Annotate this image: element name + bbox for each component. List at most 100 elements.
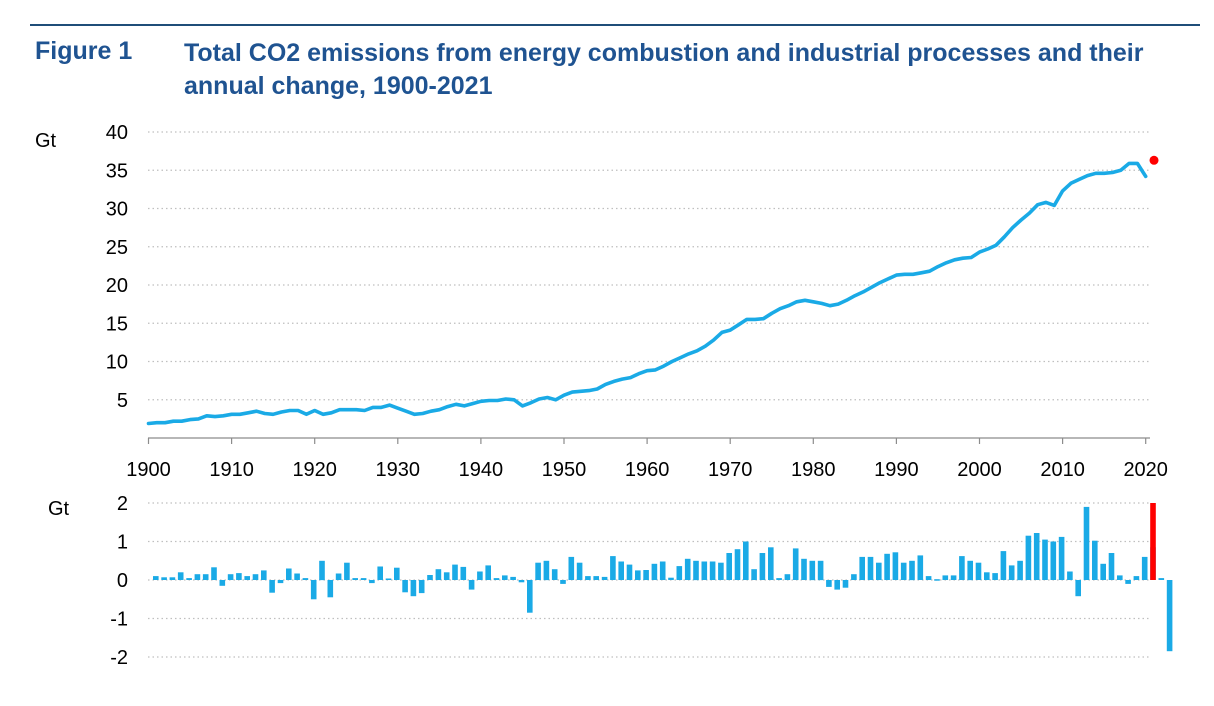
change-bar [286, 568, 292, 580]
change-bar [601, 576, 608, 580]
change-bar [992, 573, 998, 580]
bottom-ytick-label: 2 [117, 493, 128, 515]
change-bar [485, 565, 491, 580]
change-bar [693, 560, 699, 581]
change-bar [335, 573, 342, 580]
top-chart-xticks: 1900 1910 1920 1930 1940 1950 1960 1970 1980 1990… [126, 438, 1168, 481]
change-bar [385, 578, 392, 580]
top-xtick-label: 2000 [957, 459, 1002, 481]
top-ytick-label: 30 [106, 199, 128, 221]
change-bar [959, 556, 965, 580]
top-ytick-label: 5 [117, 390, 128, 412]
change-bar [236, 573, 242, 580]
change-bar [227, 574, 234, 580]
change-bar [892, 552, 899, 580]
change-bar [510, 576, 516, 580]
change-bar [1067, 571, 1073, 580]
change-bar [460, 566, 467, 580]
change-bar [967, 560, 973, 581]
change-bar [535, 562, 541, 580]
change-bar [809, 560, 816, 581]
change-bar [934, 579, 940, 581]
change-bar [1000, 551, 1007, 580]
change-bar [734, 549, 741, 580]
change-bar [568, 556, 575, 580]
change-bar [344, 562, 350, 580]
emissions-line [146, 161, 1148, 426]
top-xtick-label: 1940 [459, 459, 504, 481]
top-xtick-label: 1970 [708, 459, 753, 481]
top-chart-grid [148, 131, 1150, 401]
change-bar [1092, 540, 1098, 580]
change-bar [842, 580, 849, 588]
bottom-ytick-label: -2 [110, 647, 128, 669]
change-bar [909, 560, 915, 581]
change-bar [410, 580, 417, 597]
top-xtick-label: 1950 [542, 459, 587, 481]
bottom-ytick-label: -1 [110, 609, 128, 631]
change-bar-2021 [1150, 503, 1156, 580]
change-bar [659, 561, 666, 580]
change-bar [950, 575, 957, 580]
change-bar [543, 560, 550, 581]
top-ytick-label: 20 [106, 275, 128, 297]
change-bar [867, 556, 874, 580]
change-bar [676, 566, 683, 580]
top-xtick-label: 1990 [874, 459, 919, 481]
change-bar [1158, 578, 1165, 580]
change-bar [826, 580, 832, 587]
top-ytick-label: 40 [106, 122, 128, 144]
change-bar [859, 556, 865, 580]
change-bar [502, 575, 508, 580]
change-bar [161, 577, 167, 580]
top-xtick-label: 1980 [791, 459, 836, 481]
change-bar [984, 572, 990, 580]
change-bar [369, 580, 375, 584]
change-bar [975, 562, 982, 580]
change-bar [784, 574, 791, 580]
change-bar [261, 570, 267, 580]
change-bar [917, 555, 924, 580]
change-bar [527, 580, 533, 613]
change-bar [884, 553, 890, 580]
top-rule [30, 24, 1200, 26]
top-xtick-label: 2010 [1040, 459, 1085, 481]
change-bar [169, 577, 176, 580]
change-bar [776, 578, 782, 580]
change-bar [186, 578, 192, 580]
change-bar [1117, 575, 1123, 580]
change-bar [817, 560, 824, 581]
top-xtick-label: 2020 [1123, 459, 1168, 481]
change-bar [751, 569, 757, 580]
change-bar [851, 574, 857, 580]
bottom-chart-bars [153, 503, 1173, 652]
change-bar [593, 576, 599, 580]
top-xtick-label: 1920 [292, 459, 337, 481]
change-bar [709, 561, 716, 580]
top-ytick-label: 25 [106, 237, 128, 259]
change-bar [1083, 506, 1090, 580]
bottom-ytick-label: 0 [117, 570, 128, 592]
change-bar [153, 576, 159, 580]
change-bar [1133, 576, 1140, 580]
change-bar [443, 572, 450, 580]
top-xtick-label: 1930 [376, 459, 421, 481]
top-xtick-label: 1900 [126, 459, 171, 481]
change-bar [402, 580, 408, 593]
change-bar [626, 564, 633, 580]
change-bar [651, 563, 658, 580]
bottom-chart-ylabel: Gt [48, 498, 70, 520]
change-bar [834, 580, 840, 590]
change-bar [635, 570, 641, 580]
change-bar [468, 580, 475, 590]
change-bar [1100, 563, 1106, 580]
change-bar [801, 558, 807, 580]
change-bar [925, 576, 932, 580]
top-chart-series [146, 155, 1159, 426]
figure-title: Total CO2 emissions from energy combusti… [184, 39, 1144, 100]
change-bar [219, 580, 226, 586]
change-bar [876, 562, 882, 580]
change-bar [1075, 580, 1081, 597]
change-bar [726, 553, 732, 580]
